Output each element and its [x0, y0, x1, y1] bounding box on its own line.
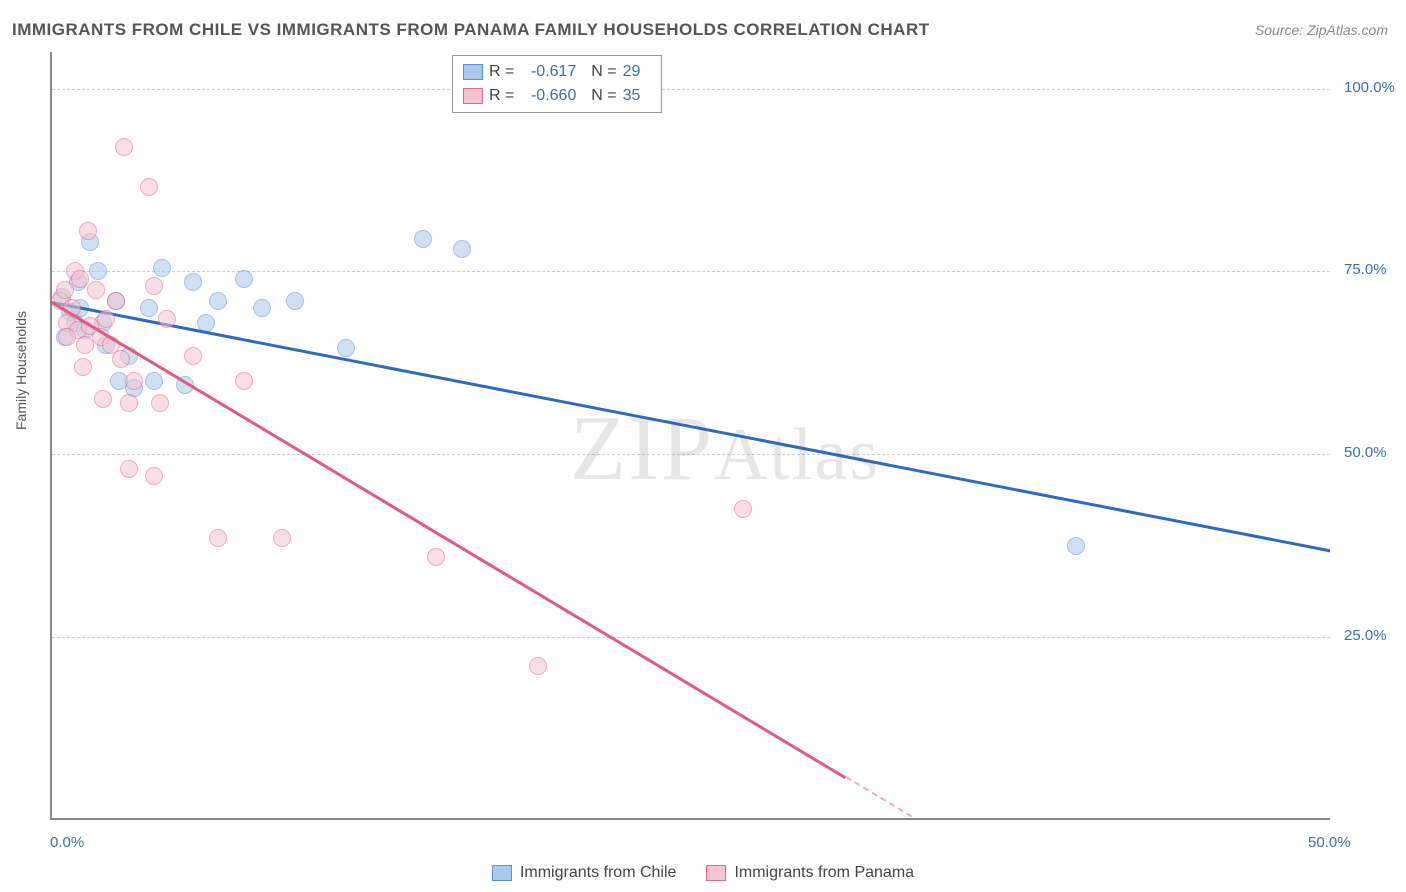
- data-point: [97, 310, 115, 328]
- y-tick-label: 75.0%: [1344, 261, 1387, 278]
- data-point: [115, 138, 133, 156]
- legend-item-chile: Immigrants from Chile: [492, 864, 676, 882]
- data-point: [151, 394, 169, 412]
- gridline-h: [52, 454, 1330, 455]
- data-point: [153, 259, 171, 277]
- data-point: [453, 240, 471, 258]
- r-value-chile: -0.617: [520, 60, 576, 84]
- data-point: [273, 529, 291, 547]
- data-point: [56, 281, 74, 299]
- data-point: [427, 548, 445, 566]
- trend-line: [845, 776, 1102, 820]
- data-point: [158, 310, 176, 328]
- data-point: [529, 657, 547, 675]
- n-value-chile: 29: [623, 60, 651, 84]
- data-point: [79, 222, 97, 240]
- gridline-h: [52, 637, 1330, 638]
- x-tick: [1076, 818, 1077, 820]
- x-tick: [52, 818, 53, 820]
- y-axis-label: Family Households: [13, 311, 29, 430]
- x-tick: [820, 818, 821, 820]
- swatch-panama-bottom: [706, 865, 726, 881]
- data-point: [89, 262, 107, 280]
- data-point: [58, 328, 76, 346]
- x-tick: [308, 818, 309, 820]
- n-value-panama: 35: [623, 84, 651, 108]
- data-point: [414, 230, 432, 248]
- swatch-panama: [463, 88, 483, 104]
- legend-stats: R = -0.617 N = 29 R = -0.660 N = 35: [452, 55, 662, 113]
- plot-area: [50, 52, 1330, 820]
- series-label-chile: Immigrants from Chile: [520, 864, 676, 882]
- legend-row-chile: R = -0.617 N = 29: [463, 60, 651, 84]
- data-point: [184, 273, 202, 291]
- data-point: [337, 339, 355, 357]
- data-point: [87, 281, 105, 299]
- data-point: [253, 299, 271, 317]
- gridline-h: [52, 89, 1330, 90]
- data-point: [184, 347, 202, 365]
- swatch-chile-bottom: [492, 865, 512, 881]
- legend-row-panama: R = -0.660 N = 35: [463, 84, 651, 108]
- data-point: [235, 372, 253, 390]
- data-point: [734, 500, 752, 518]
- series-label-panama: Immigrants from Panama: [734, 864, 914, 882]
- data-point: [209, 529, 227, 547]
- data-point: [74, 358, 92, 376]
- x-tick-label: 0.0%: [50, 834, 84, 851]
- swatch-chile: [463, 64, 483, 80]
- x-tick: [564, 818, 565, 820]
- data-point: [1067, 537, 1085, 555]
- data-point: [112, 350, 130, 368]
- trend-line: [52, 301, 1330, 552]
- correlation-chart: IMMIGRANTS FROM CHILE VS IMMIGRANTS FROM…: [0, 0, 1406, 892]
- x-tick-label: 50.0%: [1308, 834, 1351, 851]
- r-value-panama: -0.660: [520, 84, 576, 108]
- data-point: [145, 372, 163, 390]
- legend-series: Immigrants from Chile Immigrants from Pa…: [0, 864, 1406, 882]
- y-tick-label: 50.0%: [1344, 444, 1387, 461]
- data-point: [140, 178, 158, 196]
- data-point: [145, 277, 163, 295]
- data-point: [286, 292, 304, 310]
- data-point: [120, 394, 138, 412]
- source-label: Source: ZipAtlas.com: [1255, 22, 1388, 38]
- y-tick-label: 25.0%: [1344, 627, 1387, 644]
- data-point: [145, 467, 163, 485]
- chart-title: IMMIGRANTS FROM CHILE VS IMMIGRANTS FROM…: [12, 20, 930, 40]
- y-tick-label: 100.0%: [1344, 79, 1395, 96]
- data-point: [209, 292, 227, 310]
- legend-item-panama: Immigrants from Panama: [706, 864, 914, 882]
- data-point: [235, 270, 253, 288]
- data-point: [125, 372, 143, 390]
- trend-line: [51, 301, 846, 779]
- data-point: [120, 460, 138, 478]
- data-point: [140, 299, 158, 317]
- data-point: [107, 292, 125, 310]
- data-point: [94, 390, 112, 408]
